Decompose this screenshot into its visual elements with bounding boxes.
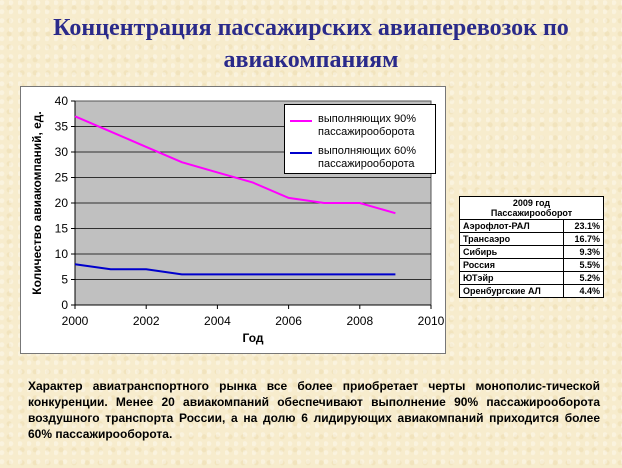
y-tick-label: 25 — [55, 171, 69, 185]
table-header-year: 2009 год — [512, 198, 551, 208]
table-header: 2009 год Пассажирооборот — [459, 196, 604, 220]
table-row: Оренбургские АЛ 4.4% — [458, 284, 604, 298]
y-tick-label: 0 — [61, 298, 68, 312]
series-line-1 — [74, 115, 396, 215]
airline-share: 5.5% — [563, 258, 604, 272]
y-tick-label: 30 — [55, 145, 69, 159]
legend-swatch-60 — [290, 152, 312, 154]
series-line-2 — [74, 263, 396, 276]
airline-name: Аэрофлот-РАЛ — [458, 219, 565, 233]
description-text: Характер авиатранспортного рынка все бол… — [28, 379, 600, 441]
passenger-share-table: 2009 год Пассажирооборот Аэрофлот-РАЛ 23.… — [458, 196, 604, 298]
y-tick-label: 35 — [55, 120, 69, 134]
chart-legend: выполняющих 90% пассажирооборота выполня… — [284, 104, 436, 174]
table-row: Сибирь 9.3% — [458, 245, 604, 259]
y-tick-label: 10 — [55, 247, 69, 261]
table-row: Трансаэро 16.7% — [458, 232, 604, 246]
airline-share: 16.7% — [563, 232, 604, 246]
legend-label-90: выполняющих 90% пассажирооборота — [318, 113, 417, 138]
y-axis-title: Количество авиакомпаний, ед. — [30, 111, 44, 295]
legend-label-60: выполняющих 60% пассажирооборота — [318, 145, 417, 170]
table-header-metric: Пассажирооборот — [490, 208, 573, 218]
airline-share: 4.4% — [563, 284, 604, 298]
airline-share: 5.2% — [563, 271, 604, 285]
y-tick-label: 5 — [61, 273, 68, 287]
x-tick-label: 2002 — [133, 314, 160, 328]
legend-item-60: выполняющих 60% пассажирооборота — [290, 145, 435, 173]
airline-name: Россия — [458, 258, 565, 272]
x-tick-label: 2004 — [204, 314, 231, 328]
y-tick-label: 20 — [55, 196, 69, 210]
legend-item-90: выполняющих 90% пассажирооборота — [290, 113, 435, 141]
airline-share: 23.1% — [563, 219, 604, 233]
x-tick-label: 2010 — [418, 314, 445, 328]
airline-name: Сибирь — [458, 245, 565, 259]
table-row: ЮТэйр 5.2% — [458, 271, 604, 285]
airline-name: Трансаэро — [458, 232, 565, 246]
x-tick-label: 2006 — [275, 314, 302, 328]
airline-name: ЮТэйр — [458, 271, 565, 285]
x-tick-label: 2008 — [346, 314, 373, 328]
line-chart: 0 5 10 15 20 25 30 35 40 2000 2002 2004 2006 2008 2010… — [20, 86, 446, 354]
slide-title-line-2: авиакомпаниям — [223, 47, 399, 73]
airline-name: Оренбургские АЛ — [458, 284, 565, 298]
y-tick-label: 40 — [55, 94, 69, 108]
legend-swatch-90 — [290, 120, 312, 122]
x-axis-title: Год — [243, 331, 264, 345]
y-tick-label: 15 — [55, 222, 69, 236]
table-header-row: 2009 год Пассажирооборот — [459, 196, 604, 220]
x-tick-label: 2000 — [62, 314, 89, 328]
slide-title: Концентрация пассажирских авиаперевозок … — [0, 12, 622, 76]
slide-title-line-1: Концентрация пассажирских авиаперевозок … — [53, 15, 569, 41]
table-row: Россия 5.5% — [458, 258, 604, 272]
table-row: Аэрофлот-РАЛ 23.1% — [458, 219, 604, 233]
airline-share: 9.3% — [563, 245, 604, 259]
